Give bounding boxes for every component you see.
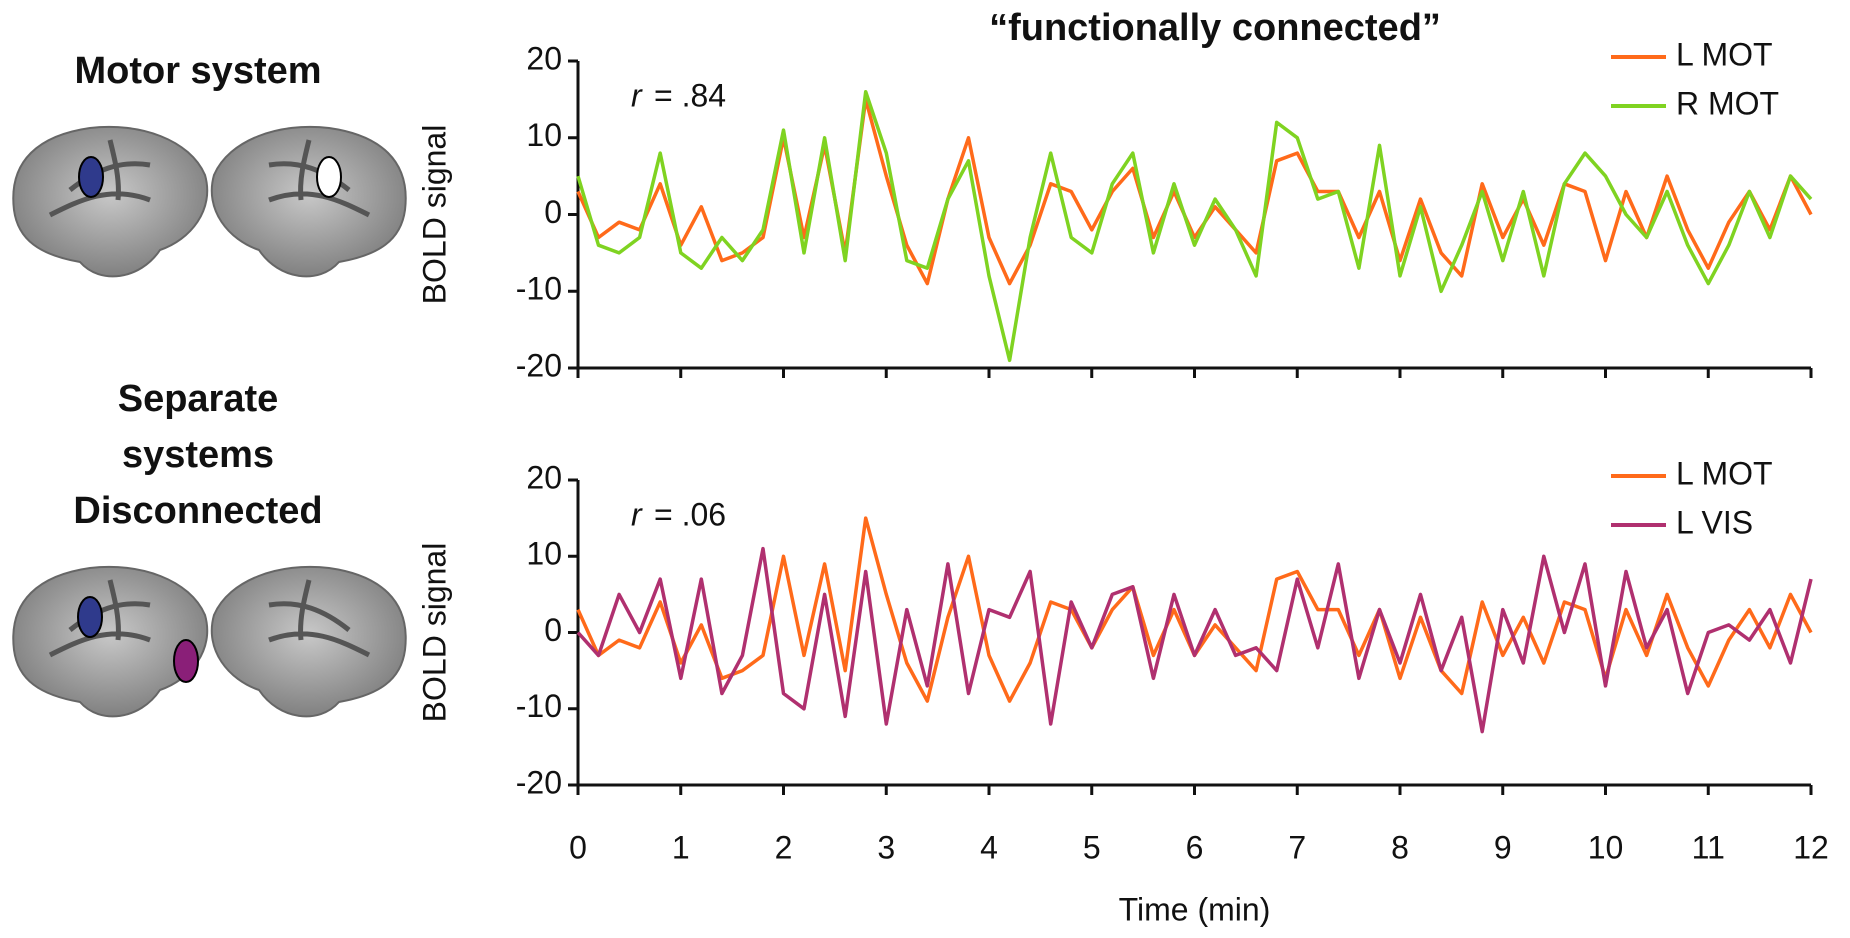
annotation-text: = .06: [654, 496, 726, 532]
panel-label: Disconnected: [73, 490, 322, 532]
legend-label: L VIS: [1676, 504, 1753, 540]
x-tick-label: 3: [877, 829, 895, 865]
data-line: [576, 516, 1813, 703]
x-axis-label: Time (min): [1119, 891, 1271, 927]
legend-label: R MOT: [1676, 85, 1779, 121]
x-tick-label: 12: [1793, 829, 1829, 865]
y-tick-label: 20: [526, 459, 562, 495]
y-tick-label: 10: [526, 117, 562, 153]
data-line: [576, 97, 1813, 286]
panel-label: Motor system: [74, 50, 321, 92]
y-tick-label: 0: [544, 194, 562, 230]
x-tick-label: 0: [569, 829, 587, 865]
y-tick-label: 10: [526, 536, 562, 572]
legend-label: L MOT: [1676, 455, 1773, 491]
brain-bottom-left: [12, 565, 209, 718]
y-tick-label: -20: [516, 347, 562, 383]
y-tick-label: 0: [544, 612, 562, 648]
legend-label: L MOT: [1676, 36, 1773, 72]
x-tick-label: 6: [1186, 829, 1204, 865]
brain-top-right: [210, 125, 407, 278]
y-tick-label: -10: [516, 688, 562, 724]
x-tick-label: 11: [1692, 829, 1725, 865]
y-tick-label: 20: [526, 40, 562, 76]
x-tick-label: 7: [1288, 829, 1306, 865]
x-tick-label: 2: [775, 829, 793, 865]
panel-label: systems: [122, 434, 274, 476]
y-tick-label: -10: [516, 271, 562, 307]
y-axis-label: BOLD signal: [416, 543, 452, 723]
data-line: [576, 89, 1813, 363]
chart-title: “functionally connected”: [989, 7, 1441, 49]
y-axis-label: BOLD signal: [416, 125, 452, 305]
annotation-variable: r: [631, 496, 643, 532]
panel-label: Separate: [118, 378, 279, 420]
x-tick-label: 4: [980, 829, 998, 865]
x-tick-label: 1: [672, 829, 690, 865]
x-tick-label: 8: [1391, 829, 1409, 865]
x-tick-label: 10: [1588, 829, 1624, 865]
data-line: [576, 546, 1813, 734]
x-tick-label: 9: [1494, 829, 1512, 865]
annotation-variable: r: [631, 77, 643, 113]
brain-bottom-right: [210, 565, 407, 718]
x-tick-label: 5: [1083, 829, 1101, 865]
y-tick-label: -20: [516, 764, 562, 800]
brain-top-left: [12, 125, 209, 278]
annotation-text: = .84: [654, 77, 726, 113]
